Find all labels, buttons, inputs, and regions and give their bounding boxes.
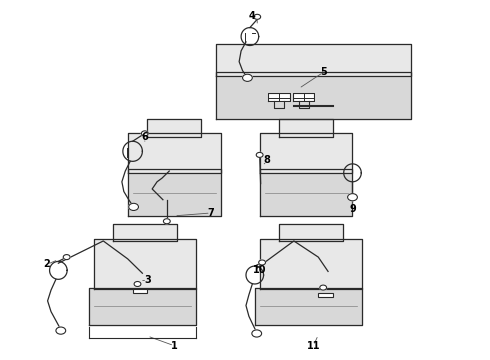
Polygon shape [128,169,220,216]
Text: 11: 11 [307,341,320,351]
Text: 4: 4 [249,11,256,21]
Text: 3: 3 [144,275,150,285]
Polygon shape [293,93,315,101]
Polygon shape [94,239,196,289]
Circle shape [252,330,262,337]
Polygon shape [269,93,290,101]
Text: 10: 10 [253,265,267,275]
Text: 1: 1 [171,341,177,351]
Polygon shape [279,119,333,137]
Circle shape [320,285,327,290]
Circle shape [256,152,263,157]
Circle shape [259,260,266,265]
Polygon shape [216,72,411,119]
Text: 5: 5 [320,67,326,77]
Text: 7: 7 [207,208,214,218]
Circle shape [63,255,70,260]
Text: 9: 9 [349,204,356,214]
Polygon shape [216,44,411,76]
Circle shape [254,14,261,19]
Text: 8: 8 [264,155,270,165]
Polygon shape [279,224,343,241]
Circle shape [347,194,357,201]
Bar [133,289,147,293]
Polygon shape [255,288,362,325]
Polygon shape [89,288,196,325]
Polygon shape [260,134,352,173]
Bar [318,293,333,297]
Polygon shape [147,119,201,137]
Polygon shape [113,224,176,241]
Polygon shape [260,239,362,289]
Circle shape [142,131,148,136]
Text: 2: 2 [44,259,50,269]
Circle shape [163,219,170,224]
Circle shape [243,74,252,81]
Polygon shape [260,169,352,216]
Polygon shape [128,134,220,173]
Text: 6: 6 [142,132,148,142]
Circle shape [129,203,139,211]
Circle shape [56,327,66,334]
Circle shape [134,282,141,287]
